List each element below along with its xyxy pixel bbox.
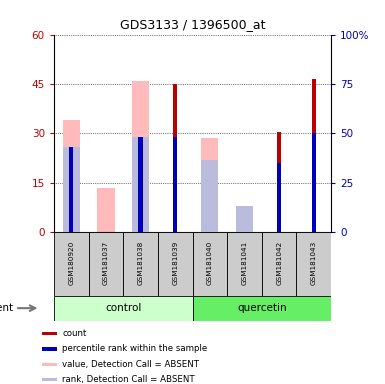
Text: GSM181042: GSM181042 [276, 241, 282, 285]
Bar [42, 362, 57, 366]
Text: count: count [62, 329, 87, 338]
Bar [236, 219, 253, 232]
Bar [173, 137, 177, 232]
Bar [312, 134, 316, 232]
Text: GSM181040: GSM181040 [207, 241, 213, 285]
Bar [262, 232, 296, 296]
Bar [236, 206, 253, 232]
Text: control: control [105, 303, 141, 313]
Bar [97, 188, 115, 232]
Bar [69, 147, 73, 232]
Text: GSM181043: GSM181043 [311, 241, 317, 285]
Text: GSM180920: GSM180920 [68, 241, 74, 285]
Bar [312, 79, 316, 232]
Bar [42, 332, 57, 335]
Text: value, Detection Call = ABSENT: value, Detection Call = ABSENT [62, 360, 199, 369]
Text: GSM181039: GSM181039 [172, 241, 178, 285]
Bar [296, 232, 331, 296]
Bar [62, 147, 80, 232]
Bar [54, 232, 89, 296]
Bar [173, 84, 177, 232]
Bar [42, 347, 57, 351]
Text: GSM181041: GSM181041 [241, 241, 248, 285]
Bar [201, 138, 219, 232]
Bar [277, 163, 281, 232]
Bar [89, 232, 123, 296]
Bar [192, 296, 331, 321]
Bar [54, 296, 192, 321]
Bar [42, 378, 57, 381]
Text: GSM181037: GSM181037 [103, 241, 109, 285]
Bar [277, 132, 281, 232]
Bar [132, 137, 149, 232]
Bar [132, 81, 149, 232]
Title: GDS3133 / 1396500_at: GDS3133 / 1396500_at [120, 18, 265, 31]
Text: agent: agent [0, 303, 13, 313]
Bar [227, 232, 262, 296]
Bar [62, 120, 80, 232]
Bar [139, 137, 142, 232]
Bar [158, 232, 192, 296]
Text: quercetin: quercetin [237, 303, 286, 313]
Text: GSM181038: GSM181038 [137, 241, 144, 285]
Text: percentile rank within the sample: percentile rank within the sample [62, 344, 208, 354]
Bar [192, 232, 227, 296]
Text: rank, Detection Call = ABSENT: rank, Detection Call = ABSENT [62, 375, 195, 384]
Bar [201, 160, 219, 232]
Bar [123, 232, 158, 296]
